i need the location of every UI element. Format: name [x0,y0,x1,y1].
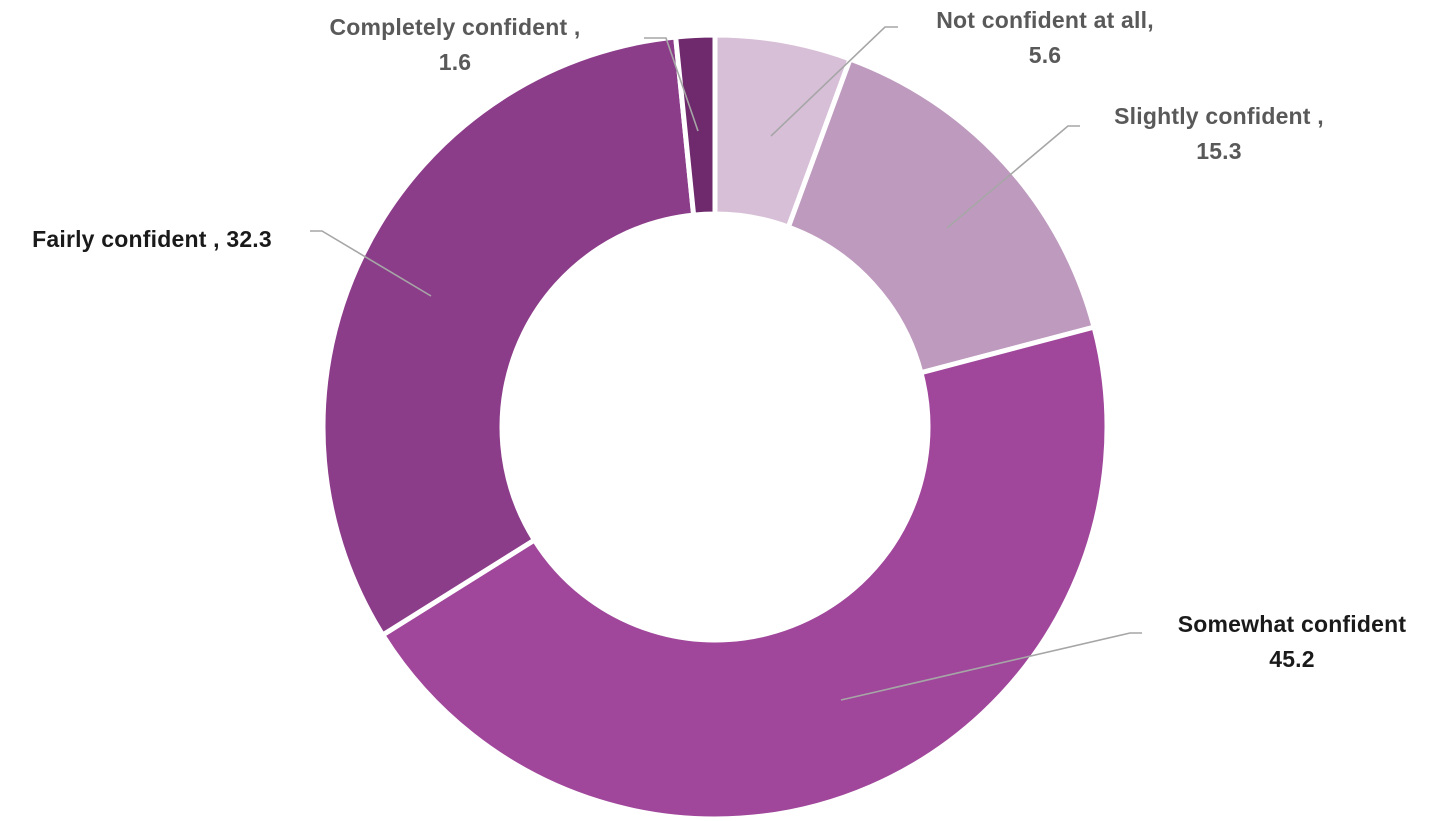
data-label-completely-confident: Completely confident , 1.6 [329,14,580,75]
leader-line-fairly-confident [310,230,432,297]
slices-layer [320,32,1110,821]
leader-line-not-confident-at-all [770,26,898,137]
data-labels-layer: Not confident at all, 5.6 Slightly confide… [32,7,1406,672]
donut-slice-fairly-confident [320,34,697,639]
data-label-line: Fairly confident , 32.3 [32,226,272,252]
data-label-not-confident-at-all: Not confident at all, 5.6 [936,7,1154,68]
data-label-line: Somewhat confident [1178,611,1407,637]
data-label-line: Not confident at all, [936,7,1154,33]
data-label-line: Slightly confident , [1114,103,1324,129]
data-label-slightly-confident: Slightly confident , 15.3 [1114,103,1324,164]
data-label-fairly-confident: Fairly confident , 32.3 [32,226,272,252]
donut-slice-slightly-confident [785,55,1098,376]
leader-line-slightly-confident [946,125,1080,229]
leader-line-completely-confident [644,37,699,132]
data-label-line: Completely confident , [329,14,580,40]
data-label-line: 1.6 [439,49,472,75]
donut-slice-somewhat-confident [379,324,1110,821]
leader-line-somewhat-confident [840,632,1142,701]
leader-lines-layer [310,26,1142,701]
data-label-line: 5.6 [1029,42,1062,68]
data-label-line: 45.2 [1269,646,1315,672]
data-label-somewhat-confident: Somewhat confident 45.2 [1178,611,1407,672]
data-label-line: 15.3 [1196,138,1242,164]
